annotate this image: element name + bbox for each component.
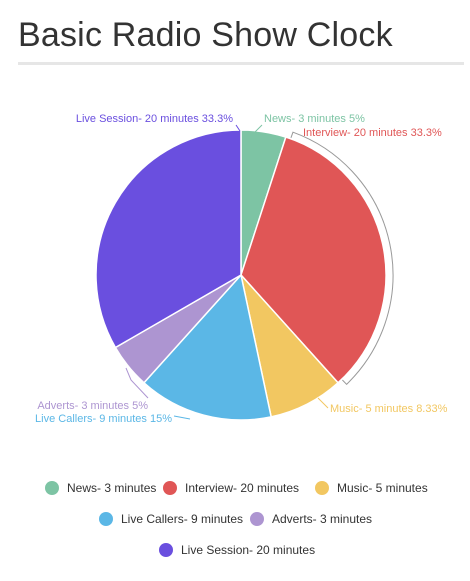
legend-label: Music- 5 minutes — [337, 481, 428, 495]
pie-slice-live-callers[interactable] — [142, 273, 273, 421]
legend-swatch — [250, 512, 264, 526]
pie-slices — [95, 129, 387, 421]
callout-connector — [317, 397, 329, 409]
slice-label-live-callers: Live Callers- 9 minutes 15% — [35, 413, 172, 425]
legend-item-live-session[interactable]: Live Session- 20 minutes — [159, 543, 315, 557]
slice-label-live-session: Live Session- 20 minutes 33.3% — [76, 113, 233, 125]
legend-swatch — [163, 481, 177, 495]
callout-bracket-interview — [290, 131, 394, 386]
legend-swatch — [159, 543, 173, 557]
legend-swatch — [45, 481, 59, 495]
chart-legend: News- 3 minutes Interview- 20 minutes Musi… — [45, 481, 428, 557]
callout-connector — [254, 124, 263, 133]
legend-label: News- 3 minutes — [67, 481, 156, 495]
legend-label: Adverts- 3 minutes — [272, 512, 372, 526]
slice-label-music: Music- 5 minutes 8.33% — [330, 403, 448, 415]
legend-item-adverts[interactable]: Adverts- 3 minutes — [250, 512, 372, 526]
legend-label: Interview- 20 minutes — [185, 481, 299, 495]
pie-slice-interview[interactable] — [240, 136, 387, 384]
legend-label: Live Callers- 9 minutes — [121, 512, 243, 526]
callout-bracket-live-session — [89, 123, 237, 347]
page-title: Basic Radio Show Clock — [18, 16, 393, 54]
slice-label-news: News- 3 minutes 5% — [264, 113, 365, 125]
slice-label-interview: Interview- 20 minutes 33.3% — [303, 127, 442, 139]
title-divider — [18, 62, 464, 65]
legend-item-music[interactable]: Music- 5 minutes — [315, 481, 428, 495]
pie-slice-live-session[interactable] — [95, 129, 242, 349]
legend-item-interview[interactable]: Interview- 20 minutes — [163, 481, 299, 495]
callout-connector — [173, 415, 191, 420]
legend-item-news[interactable]: News- 3 minutes — [45, 481, 156, 495]
slice-label-adverts: Adverts- 3 minutes 5% — [37, 400, 148, 412]
slice-callouts: News- 3 minutes 5% Interview- 20 minutes … — [35, 113, 448, 425]
callout-connector — [235, 124, 241, 132]
callout-connector — [125, 367, 149, 399]
legend-swatch — [315, 481, 329, 495]
legend-label: Live Session- 20 minutes — [181, 543, 315, 557]
legend-item-live-callers[interactable]: Live Callers- 9 minutes — [99, 512, 243, 526]
legend-swatch — [99, 512, 113, 526]
